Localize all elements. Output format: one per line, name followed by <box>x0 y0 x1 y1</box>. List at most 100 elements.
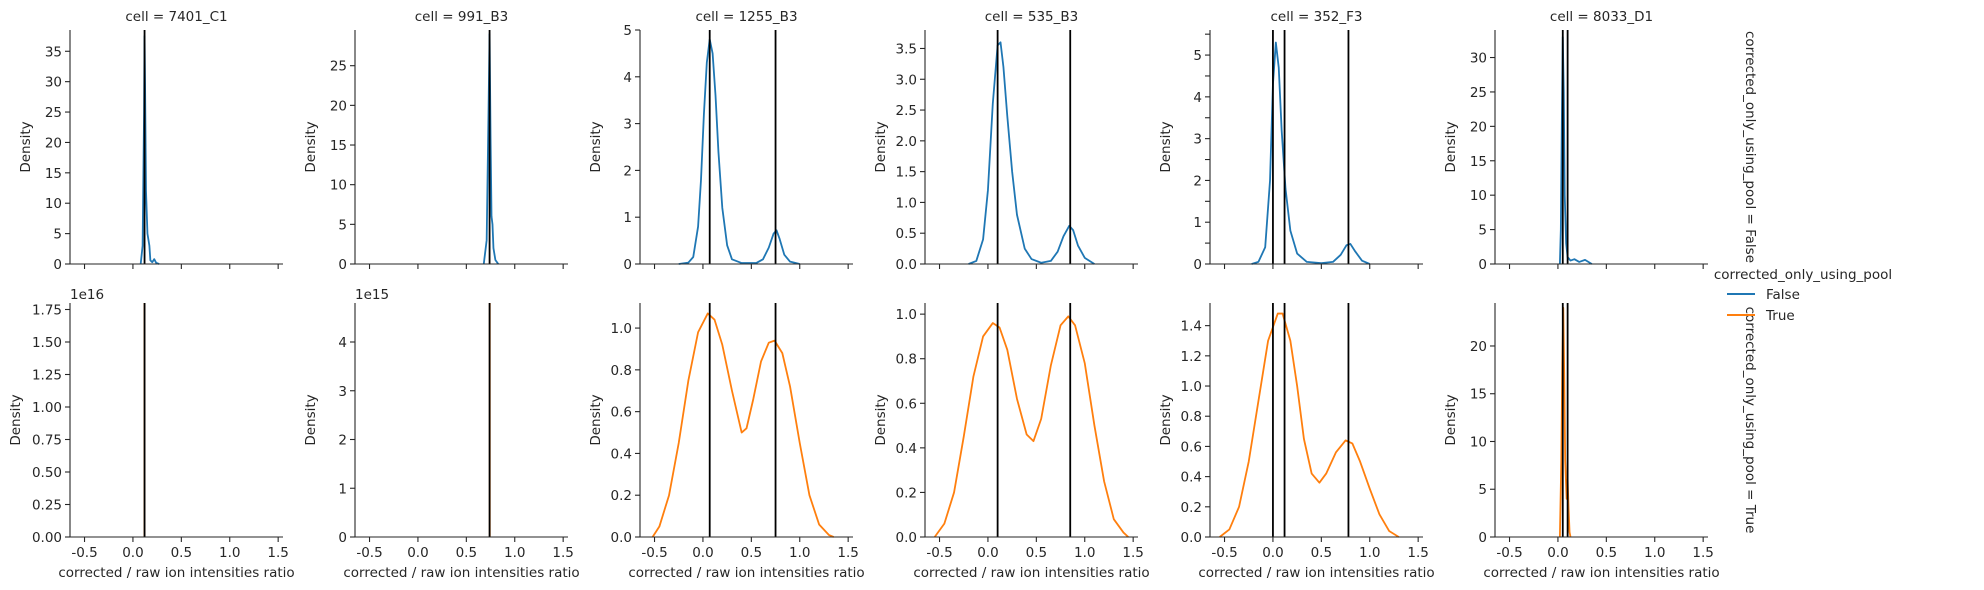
x-tick-label: -0.5 <box>1211 545 1237 561</box>
row-title-False: corrected_only_using_pool = False <box>1742 31 1758 263</box>
y-tick-label: 5 <box>623 23 632 39</box>
panel-1255_B3-row-0: 0 1 2 3 4 5 Density <box>588 23 853 273</box>
x-axis-title: corrected / raw ion intensities ratio <box>343 565 579 581</box>
panel-991_B3-row-1: 0 1 2 3 4 -0.5 0.0 0.5 1.0 1.5 1e15 Density correcte… <box>303 287 580 581</box>
density-curve <box>1251 41 1371 265</box>
panel-8033_D1-row-1: 0 5 10 15 20 -0.5 0.0 0.5 1.0 1.5 Density corrected… <box>1443 303 1758 581</box>
density-curve <box>482 33 500 265</box>
y-axis-title: Density <box>1443 394 1459 445</box>
y-tick-label: 0.0 <box>1181 530 1202 546</box>
panel-352_F3-row-1: 0.0 0.2 0.4 0.6 0.8 1.0 1.2 1.4 -0.5 0.0 0.5 1.0 1.5… <box>1158 303 1435 581</box>
y-tick-label: 1.50 <box>32 335 62 351</box>
y-tick-label: 3 <box>623 117 632 133</box>
y-tick-label: 2.5 <box>896 103 917 119</box>
y-tick-label: 2.0 <box>896 134 917 150</box>
y-tick-label: 1.75 <box>32 303 62 319</box>
x-tick-label: 1.0 <box>504 545 525 561</box>
y-tick-label: 30 <box>45 75 62 91</box>
facet-title-535_B3: cell = 535_B3 <box>985 9 1079 25</box>
y-tick-label: 0.0 <box>896 257 917 273</box>
y-tick-label: 20 <box>330 98 347 114</box>
x-tick-label: 1.5 <box>267 545 288 561</box>
y-tick-label: 35 <box>45 44 62 60</box>
y-tick-label: 0.75 <box>32 433 62 449</box>
facet-title-991_B3: cell = 991_B3 <box>415 9 509 25</box>
y-tick-label: 0.6 <box>1181 439 1202 455</box>
y-axis-title: Density <box>18 121 34 172</box>
y-tick-label: 0.6 <box>611 405 632 421</box>
x-axis-title: corrected / raw ion intensities ratio <box>1198 565 1434 581</box>
y-tick-label: 10 <box>45 196 62 212</box>
y-tick-label: 1.0 <box>611 321 632 337</box>
y-tick-label: 25 <box>330 59 347 75</box>
y-tick-label: 0.8 <box>1181 409 1202 425</box>
x-tick-label: 1.5 <box>1122 545 1143 561</box>
y-tick-label: 4 <box>338 335 347 351</box>
density-curve <box>1558 35 1593 265</box>
y-axis-title: Density <box>303 121 319 172</box>
y-tick-label: 4 <box>623 70 632 86</box>
y-tick-label: 3 <box>1193 132 1202 148</box>
x-axis-title: corrected / raw ion intensities ratio <box>58 565 294 581</box>
x-tick-label: 0.0 <box>122 545 143 561</box>
y-tick-label: 0 <box>1193 257 1202 273</box>
y-tick-label: 0.25 <box>32 498 62 514</box>
y-tick-label: 0.8 <box>611 363 632 379</box>
x-tick-label: 0.0 <box>977 545 998 561</box>
y-tick-label: 1.0 <box>896 195 917 211</box>
y-tick-label: 0.50 <box>32 465 62 481</box>
x-tick-label: -0.5 <box>356 545 382 561</box>
y-tick-label: 15 <box>45 166 62 182</box>
y-tick-label: 30 <box>1470 51 1487 67</box>
x-axis-title: corrected / raw ion intensities ratio <box>628 565 864 581</box>
facet-title-8033_D1: cell = 8033_D1 <box>1550 9 1653 25</box>
panel-8033_D1-row-0: 0 5 10 15 20 25 30 Density corrected_only_using_… <box>1443 30 1758 273</box>
y-offset-text: 1e15 <box>355 287 389 303</box>
y-tick-label: 1 <box>338 481 347 497</box>
y-tick-label: 25 <box>1470 85 1487 101</box>
y-tick-label: 1 <box>1193 215 1202 231</box>
y-tick-label: 2 <box>1193 173 1202 189</box>
x-tick-label: 0.5 <box>456 545 477 561</box>
y-tick-label: 0.2 <box>1181 500 1202 516</box>
y-tick-label: 10 <box>1470 188 1487 204</box>
x-axis-title: corrected / raw ion intensities ratio <box>1483 565 1719 581</box>
y-tick-label: 0.0 <box>896 530 917 546</box>
x-tick-label: 1.0 <box>1644 545 1665 561</box>
y-axis-title: Density <box>1158 394 1174 445</box>
x-tick-label: 0.0 <box>1262 545 1283 561</box>
y-axis-title: Density <box>1443 121 1459 172</box>
y-tick-label: 1.25 <box>32 368 62 384</box>
x-tick-label: 1.5 <box>1692 545 1713 561</box>
y-tick-label: 20 <box>45 135 62 151</box>
y-tick-label: 5 <box>1478 482 1487 498</box>
y-tick-label: 5 <box>338 217 347 233</box>
y-tick-label: 0 <box>1478 530 1487 546</box>
y-tick-label: 5 <box>53 227 62 243</box>
x-tick-label: -0.5 <box>926 545 952 561</box>
x-tick-label: 0.5 <box>1596 545 1617 561</box>
panel-1255_B3-row-1: 0.0 0.2 0.4 0.6 0.8 1.0 -0.5 0.0 0.5 1.0 1.5 Densit… <box>588 303 865 581</box>
y-tick-label: 0.0 <box>611 530 632 546</box>
y-tick-label: 5 <box>1193 48 1202 64</box>
x-tick-label: -0.5 <box>71 545 97 561</box>
y-tick-label: 2 <box>338 433 347 449</box>
panel-352_F3-row-0: 0 1 2 3 4 5 Density <box>1158 30 1423 273</box>
y-tick-label: 0.00 <box>32 530 62 546</box>
x-tick-label: 0.5 <box>171 545 192 561</box>
y-tick-label: 25 <box>45 105 62 121</box>
y-axis-title: Density <box>873 121 889 172</box>
y-tick-label: 2 <box>623 163 632 179</box>
y-tick-label: 5 <box>1478 223 1487 239</box>
y-tick-label: 0.4 <box>611 446 632 462</box>
row-title-True: corrected_only_using_pool = True <box>1742 307 1758 534</box>
y-axis-title: Density <box>588 121 604 172</box>
y-tick-label: 15 <box>1470 154 1487 170</box>
x-axis-title: corrected / raw ion intensities ratio <box>913 565 1149 581</box>
y-tick-label: 10 <box>1470 434 1487 450</box>
y-tick-label: 1.2 <box>1181 349 1202 365</box>
y-tick-label: 0.8 <box>896 352 917 368</box>
y-axis-title: Density <box>1158 121 1174 172</box>
x-tick-label: 1.5 <box>552 545 573 561</box>
